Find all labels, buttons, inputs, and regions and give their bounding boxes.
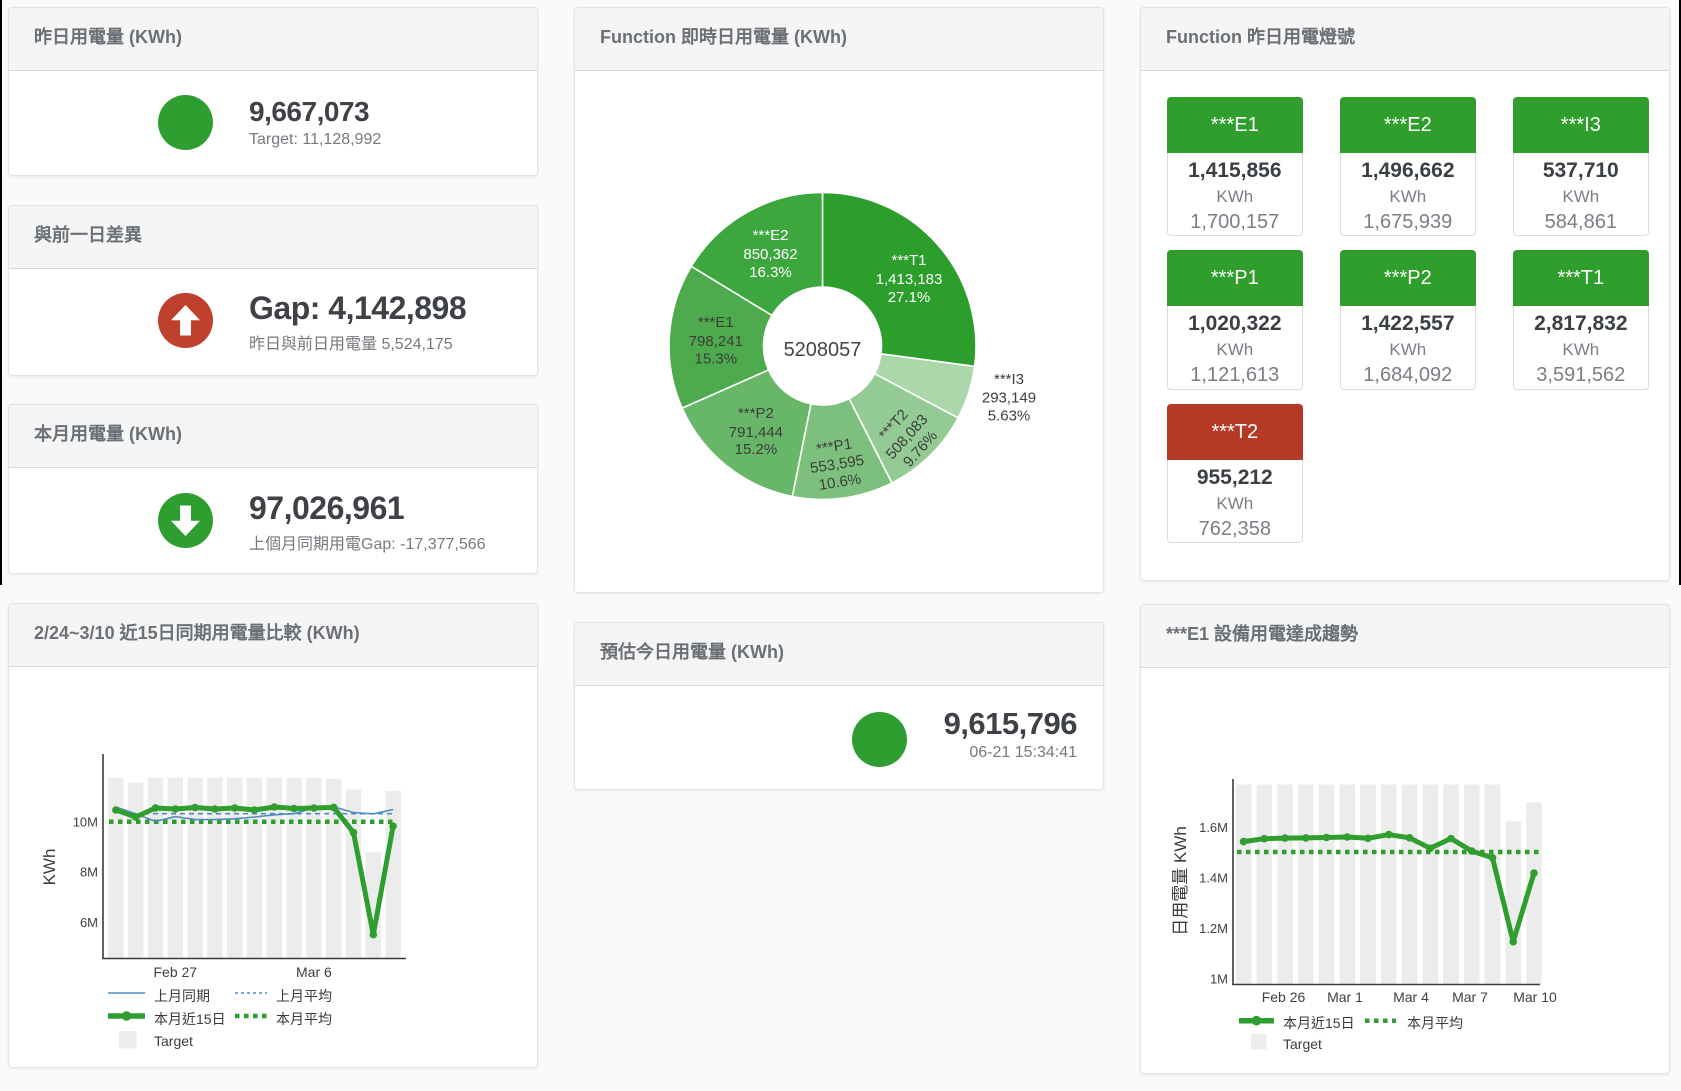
svg-text:上月同期: 上月同期 [154, 988, 210, 1004]
svg-text:850,362: 850,362 [743, 246, 797, 263]
svg-text:Mar 6: Mar 6 [296, 964, 332, 980]
svg-text:KWh: KWh [40, 849, 59, 886]
svg-text:Mar 10: Mar 10 [1513, 989, 1557, 1005]
svg-text:Feb 27: Feb 27 [154, 964, 198, 980]
svg-text:5.63%: 5.63% [988, 408, 1031, 425]
svg-text:本月近15日: 本月近15日 [154, 1011, 226, 1027]
svg-text:1,413,183: 1,413,183 [876, 271, 943, 288]
svg-text:10.6%: 10.6% [818, 471, 863, 494]
svg-text:5208057: 5208057 [784, 339, 862, 361]
svg-text:Mar 7: Mar 7 [1452, 989, 1488, 1005]
svg-text:***P1: ***P1 [815, 436, 853, 458]
svg-text:791,444: 791,444 [729, 424, 783, 441]
svg-text:8M: 8M [80, 864, 98, 879]
svg-text:798,241: 798,241 [689, 333, 743, 350]
svg-text:15.3%: 15.3% [695, 351, 738, 368]
svg-text:Mar 1: Mar 1 [1327, 989, 1363, 1005]
svg-text:Feb 26: Feb 26 [1262, 989, 1306, 1005]
svg-text:15.2%: 15.2% [735, 441, 778, 458]
svg-text:6M: 6M [80, 915, 98, 930]
svg-text:27.1%: 27.1% [888, 289, 931, 306]
svg-text:Target: Target [1283, 1036, 1322, 1052]
svg-text:日用電量 KWh: 日用電量 KWh [1171, 826, 1190, 936]
svg-text:1M: 1M [1210, 972, 1228, 987]
svg-text:***T1: ***T1 [891, 252, 926, 269]
svg-text:上月平均: 上月平均 [276, 988, 332, 1004]
svg-text:1.4M: 1.4M [1199, 870, 1228, 885]
svg-text:***E1: ***E1 [698, 314, 734, 331]
svg-text:293,149: 293,149 [982, 389, 1036, 406]
svg-text:1.2M: 1.2M [1199, 921, 1228, 936]
svg-text:10M: 10M [73, 814, 98, 829]
svg-text:1.6M: 1.6M [1199, 820, 1228, 835]
svg-text:***P2: ***P2 [738, 405, 774, 422]
svg-text:本月平均: 本月平均 [1407, 1015, 1463, 1031]
svg-text:***I3: ***I3 [994, 371, 1024, 388]
svg-text:本月平均: 本月平均 [276, 1011, 332, 1027]
svg-text:Mar 4: Mar 4 [1393, 989, 1429, 1005]
svg-text:Target: Target [154, 1033, 193, 1049]
svg-text:16.3%: 16.3% [749, 264, 792, 281]
svg-text:***E2: ***E2 [753, 227, 789, 244]
svg-text:本月近15日: 本月近15日 [1283, 1015, 1355, 1031]
